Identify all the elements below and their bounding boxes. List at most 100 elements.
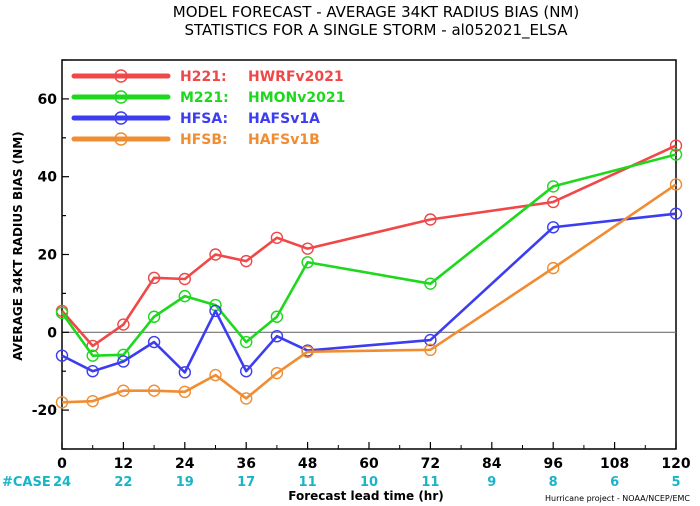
series-hafsv1a xyxy=(55,207,683,379)
series-hmonv2021 xyxy=(55,148,683,362)
case-count: 19 xyxy=(176,475,194,490)
legend-marker xyxy=(114,69,128,83)
data-point xyxy=(55,349,69,362)
series-hwrfv2021 xyxy=(55,139,683,353)
y-tick-label: 60 xyxy=(38,92,58,108)
legend-model: HMONv2021 xyxy=(248,90,345,106)
case-count: 8 xyxy=(549,475,558,490)
data-point xyxy=(424,333,437,347)
x-tick-label: 72 xyxy=(421,456,440,472)
data-point xyxy=(270,366,284,380)
legend-model: HWRFv2021 xyxy=(248,69,344,85)
y-axis-ticks: -20 0 20 40 60 xyxy=(32,59,69,450)
data-point xyxy=(547,261,560,275)
data-point xyxy=(147,384,161,397)
credit-text: Hurricane project - NOAA/NCEP/EMC xyxy=(545,494,690,503)
data-point xyxy=(239,335,253,349)
case-count: 22 xyxy=(114,475,132,490)
legend: H221: HWRFv2021 M221: HMONv2021 HFSA: HAFSv1A… xyxy=(71,69,345,148)
x-axis-label: Forecast lead time (hr) xyxy=(288,489,444,503)
plot-area: 0 12 24 36 48 60 72 84 96 108 120 -20 0 20 40 60 H221:… xyxy=(32,59,691,472)
data-point xyxy=(270,310,284,323)
x-tick-label: 48 xyxy=(298,456,317,472)
data-point xyxy=(239,392,253,405)
data-point xyxy=(117,384,130,397)
series-line xyxy=(61,212,677,374)
data-point xyxy=(117,318,130,331)
chart-title: MODEL FORECAST - AVERAGE 34KT RADIUS BIA… xyxy=(173,3,579,21)
case-count: 11 xyxy=(421,475,439,490)
series-line xyxy=(60,153,677,357)
legend-marker xyxy=(114,132,128,146)
data-point xyxy=(270,231,284,244)
data-point xyxy=(55,396,69,409)
case-count: 5 xyxy=(671,475,680,490)
x-tick-label: 120 xyxy=(661,456,690,472)
legend-code: HFSB: xyxy=(180,132,228,148)
legend-model: HAFSv1B xyxy=(248,132,320,148)
data-point xyxy=(147,271,161,285)
data-point xyxy=(669,207,683,220)
legend-code: HFSA: xyxy=(180,111,228,127)
data-point xyxy=(209,248,222,261)
data-point xyxy=(209,304,222,318)
data-point xyxy=(147,310,161,323)
data-point xyxy=(424,213,437,226)
data-point xyxy=(239,365,253,378)
data-point xyxy=(178,366,192,379)
x-tick-label: 60 xyxy=(359,456,379,472)
x-tick-label: 96 xyxy=(543,456,562,472)
data-point xyxy=(117,355,130,368)
legend-marker xyxy=(114,111,128,125)
data-point xyxy=(301,345,314,358)
case-count: 6 xyxy=(610,475,619,490)
series-layer xyxy=(55,139,683,409)
legend-model: HAFSv1A xyxy=(248,111,320,127)
data-point xyxy=(669,148,683,161)
data-point xyxy=(178,272,192,286)
x-tick-label: 0 xyxy=(57,456,67,472)
data-point xyxy=(209,368,222,382)
data-point xyxy=(270,329,284,343)
case-count: 17 xyxy=(237,475,255,490)
case-row-label: #CASE xyxy=(2,475,51,490)
y-tick-label: 40 xyxy=(38,170,58,186)
data-point xyxy=(301,242,314,255)
data-point xyxy=(86,394,99,408)
legend-code: H221: xyxy=(180,69,227,85)
y-tick-label: -20 xyxy=(32,403,58,419)
data-point xyxy=(86,349,99,362)
x-axis-ticks: 0 12 24 36 48 60 72 84 96 108 120 xyxy=(57,442,691,472)
data-point xyxy=(669,139,683,152)
data-point xyxy=(301,256,314,269)
data-point xyxy=(178,385,192,399)
data-point xyxy=(547,221,560,234)
data-point xyxy=(178,289,192,303)
data-point xyxy=(424,277,437,290)
y-tick-label: 20 xyxy=(38,248,58,264)
x-tick-label: 36 xyxy=(236,456,255,472)
case-count: 11 xyxy=(299,475,317,490)
chart-subtitle: STATISTICS FOR A SINGLE STORM - al052021… xyxy=(185,21,569,40)
data-point xyxy=(669,178,683,191)
data-point xyxy=(547,195,560,209)
data-point xyxy=(424,343,437,357)
data-point xyxy=(55,306,69,320)
data-point xyxy=(239,254,253,268)
y-axis-label: AVERAGE 34KT RADIUS BIAS (NM) xyxy=(11,131,25,360)
x-tick-label: 108 xyxy=(600,456,629,472)
y-tick-label: 0 xyxy=(47,325,57,341)
data-point xyxy=(86,365,99,378)
legend-code: M221: xyxy=(180,90,229,106)
case-count: 9 xyxy=(487,475,496,490)
case-count: 24 xyxy=(53,475,71,490)
x-tick-label: 84 xyxy=(482,456,502,472)
x-tick-label: 24 xyxy=(175,456,195,472)
series-line xyxy=(61,144,677,348)
legend-marker xyxy=(114,90,128,104)
case-count-row: #CASE 24 22 19 17 11 10 11 9 8 6 5 xyxy=(2,475,681,490)
series-line xyxy=(61,183,677,404)
series-hafsv1b xyxy=(55,178,683,409)
data-point xyxy=(547,180,560,193)
